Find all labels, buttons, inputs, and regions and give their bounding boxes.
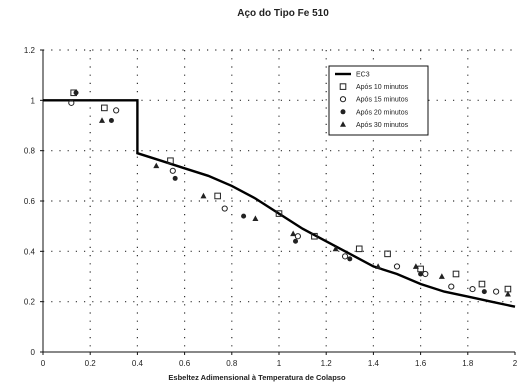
- tick-labels: 0 0.2 0.4 0.6 0.8 1 1.2 1.4 1.6 1.8 2 0 0.2 0.4 0.6 0.8…: [24, 46, 518, 368]
- data-point: [99, 117, 105, 123]
- x-tick-label: 1.2: [321, 359, 333, 368]
- data-point: [417, 265, 424, 273]
- legend-label: EC3: [356, 72, 370, 79]
- data-point: [478, 280, 486, 288]
- data-point: [214, 192, 221, 200]
- x-tick-label: 1.4: [368, 359, 380, 368]
- data-point: [504, 290, 511, 297]
- legend-label: Após 15 minutos: [356, 97, 409, 104]
- x-tick-label: 0: [41, 359, 46, 368]
- y-tick-label: 0: [31, 348, 36, 357]
- legend-label: Após 20 minutos: [356, 109, 409, 116]
- y-tick-label: 0.6: [24, 197, 36, 206]
- data-point: [347, 256, 353, 262]
- x-axis-label: Esbeltez Adimensional à Temperatura de C…: [168, 373, 346, 382]
- data-point: [384, 250, 391, 258]
- data-point: [73, 90, 79, 96]
- y-tick-label: 1.2: [24, 46, 36, 55]
- data-point: [221, 205, 228, 212]
- data-point: [153, 162, 160, 169]
- data-point: [438, 273, 445, 279]
- x-tick-label: 2: [513, 359, 518, 368]
- data-point: [375, 263, 382, 269]
- data-point: [68, 99, 75, 106]
- data-point: [101, 104, 108, 112]
- legend-swatch-marker: [340, 109, 346, 115]
- data-point: [275, 210, 283, 217]
- x-tick-label: 0.2: [85, 359, 97, 368]
- data-point: [448, 283, 455, 290]
- axes: [40, 49, 516, 355]
- data-point: [172, 175, 178, 181]
- data-point: [113, 107, 120, 114]
- data-point: [290, 230, 297, 237]
- y-tick-label: 0.4: [24, 247, 36, 256]
- data-point: [341, 253, 349, 260]
- legend: EC3 Após 10 minutos Após 15 minutos Após 20…: [328, 65, 429, 136]
- grid: [43, 49, 515, 352]
- data-point: [393, 263, 401, 270]
- data-point: [355, 245, 363, 253]
- x-tick-label: 1.8: [462, 359, 474, 368]
- x-tick-label: 1: [277, 359, 282, 368]
- x-tick-label: 0.6: [179, 359, 191, 368]
- data-point: [169, 167, 176, 174]
- series-layer: [43, 89, 516, 308]
- y-tick-label: 1: [31, 96, 36, 105]
- data-point: [422, 270, 429, 278]
- data-point: [241, 213, 247, 219]
- legend-swatch-marker: [339, 96, 347, 103]
- chart-title: Aço do Tipo Fe 510: [237, 8, 329, 19]
- y-tick-label: 0.8: [24, 147, 36, 156]
- data-point: [469, 285, 476, 293]
- data-point: [167, 157, 174, 165]
- data-point: [481, 289, 487, 295]
- legend-swatch-marker: [339, 83, 347, 90]
- data-point: [294, 233, 301, 240]
- data-point: [418, 271, 424, 277]
- series-line-ec3: [43, 99, 516, 308]
- y-tick-label: 0.2: [24, 298, 36, 307]
- legend-label: Após 10 minutos: [356, 84, 409, 91]
- data-point: [108, 117, 114, 123]
- legend-label: Após 30 minutos: [356, 122, 409, 129]
- data-point: [293, 238, 299, 244]
- x-tick-label: 1.6: [415, 359, 427, 368]
- x-tick-label: 0.4: [132, 359, 144, 368]
- data-point: [311, 232, 318, 240]
- legend-swatch-marker: [340, 121, 346, 127]
- data-point: [412, 263, 419, 269]
- data-point: [200, 192, 207, 199]
- data-point: [452, 270, 460, 278]
- x-tick-label: 0.8: [226, 359, 238, 368]
- data-point: [332, 245, 339, 252]
- data-point: [493, 288, 500, 295]
- data-point: [252, 215, 259, 222]
